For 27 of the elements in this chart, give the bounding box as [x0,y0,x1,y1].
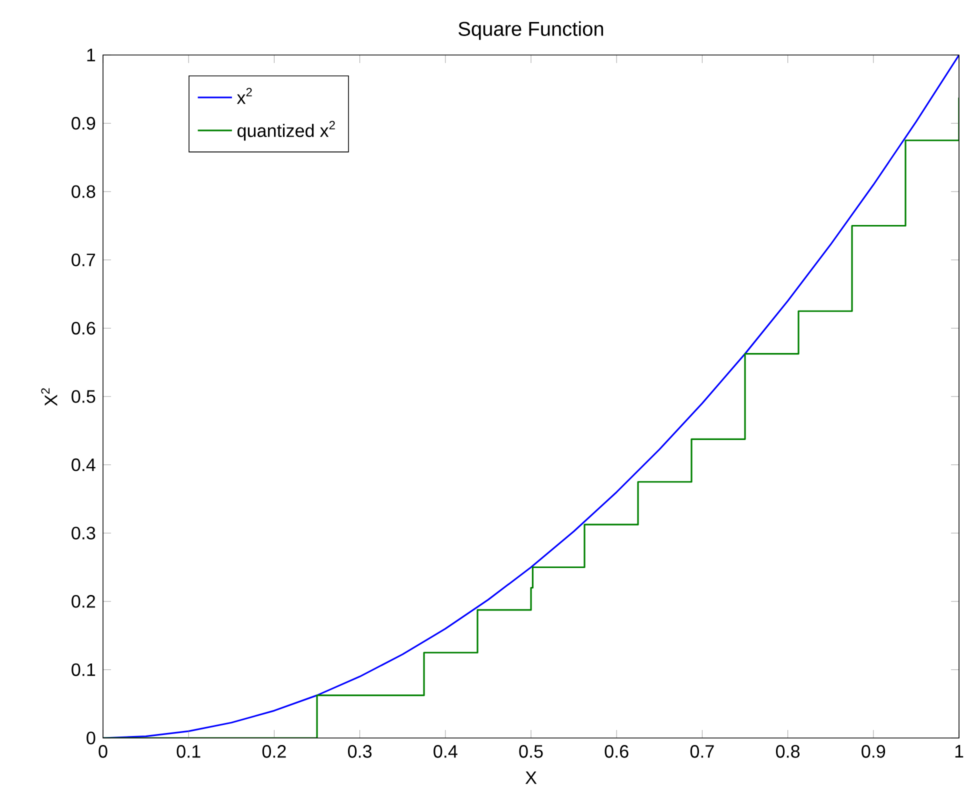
x-tick-label: 0 [98,745,108,758]
y-axis-title: X$^{2}$ [41,388,58,406]
x-tick-label: 0.1 [176,745,200,758]
x-tick-label: 0.8 [776,745,800,758]
y-tick-label: 0.3 [72,526,96,540]
legend-label: x$^{2}$ [236,88,252,104]
x-tick-label: 0.7 [690,745,714,758]
y-tick-label: 0.6 [72,322,96,335]
x-tick-label: 0.2 [262,745,286,758]
y-tick-label: 0.1 [72,663,96,676]
y-tick-label: 0.9 [72,116,96,130]
y-tick-label: 0.5 [72,390,96,403]
y-tick-label: 1 [87,48,96,62]
y-tick-label: 0.7 [72,254,96,266]
y-tick-label: 0.2 [72,595,96,608]
x-tick-label: 0.3 [348,745,372,758]
y-tick-label: 0.4 [72,458,96,472]
x-tick-label: 1 [955,745,964,758]
x-tick-label: 0.9 [862,745,886,758]
chart-title: Square Function [458,21,604,40]
x-tick-label: 0.6 [604,745,628,758]
y-tick-label: 0 [86,732,96,744]
x-tick-label: 0.5 [519,745,543,758]
x-axis-title: X [525,772,537,784]
y-tick-label: 0.8 [72,185,96,198]
legend-label: quantized x$^{2}$ [238,120,335,141]
x-tick-label: 0.4 [434,745,458,758]
